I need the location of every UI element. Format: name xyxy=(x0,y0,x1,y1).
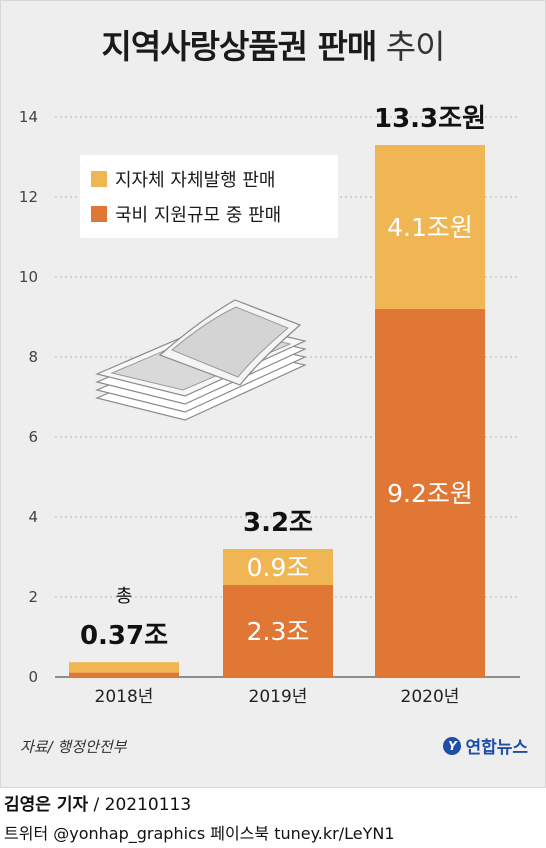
y-tick-label: 10 xyxy=(19,268,38,286)
y-tick-label: 2 xyxy=(28,588,38,606)
x-tick-label: 2018년 xyxy=(95,687,154,707)
bars-layer: 2018년 2019년 2020년 xyxy=(69,145,485,707)
data-label: 9.2조원 xyxy=(387,479,473,508)
data-label: 0.9조 xyxy=(247,553,310,582)
y-tick-label: 14 xyxy=(19,108,38,126)
legend-label-self: 지자체 자체발행 판매 xyxy=(115,170,275,191)
yonhap-logo: Y 연합뉴스 xyxy=(443,733,528,758)
chart-title-sub: 추이 xyxy=(385,27,446,66)
bar-segment xyxy=(69,662,179,673)
bar-segment xyxy=(375,145,485,309)
y-tick-label: 0 xyxy=(28,668,38,686)
data-label: 2.3조 xyxy=(247,617,310,646)
legend-box xyxy=(80,155,338,238)
money-bills-illustration xyxy=(95,299,307,421)
legend-swatch-national xyxy=(91,206,107,222)
bar-segment xyxy=(223,549,333,585)
bar-segment xyxy=(69,672,179,677)
labels-layer: 2.3조 0.9조 9.2조원 4.1조원 0.37조 총 3.2조 13.3조원 xyxy=(80,104,486,651)
bar-segment xyxy=(375,309,485,677)
chart-legend: 지자체 자체발행 판매 국비 지원규모 중 판매 xyxy=(80,155,338,238)
total-label: 3.2조 xyxy=(243,508,313,538)
y-tick-label: 6 xyxy=(28,428,38,446)
bar-segment xyxy=(223,585,333,677)
y-tick-label: 8 xyxy=(28,348,38,366)
total-prefix-label: 총 xyxy=(116,586,133,607)
social-links: 트위터 @yonhap_graphics 페이스북 tuney.kr/LeYN1 xyxy=(4,824,395,843)
source-note: 자료/ 행정안전부 xyxy=(20,738,127,756)
yonhap-logo-icon: Y xyxy=(443,736,462,755)
byline-date: / 20210113 xyxy=(93,795,192,815)
y-tick-label: 4 xyxy=(28,508,38,526)
y-tick-label: 12 xyxy=(19,188,38,206)
byline-author: 김영은 기자 xyxy=(4,795,89,815)
stacked-bar-chart: 0 2 4 6 8 10 12 14 2018년 2019년 2020년 지자체 자체발행 판매 … xyxy=(19,104,520,707)
legend-swatch-self xyxy=(91,171,107,187)
total-label: 13.3조원 xyxy=(374,104,486,134)
byline: 김영은 기자 / 20210113 xyxy=(4,790,191,815)
total-label: 0.37조 xyxy=(80,621,168,651)
chart-title: 지역사랑상품권 판매 추이 xyxy=(0,20,546,68)
chart-title-main: 지역사랑상품권 판매 xyxy=(101,27,378,66)
yonhap-logo-text: 연합뉴스 xyxy=(465,738,528,758)
legend-label-national: 국비 지원규모 중 판매 xyxy=(115,205,281,226)
x-tick-label: 2020년 xyxy=(401,687,460,707)
data-label: 4.1조원 xyxy=(387,213,473,242)
x-tick-label: 2019년 xyxy=(249,687,308,707)
